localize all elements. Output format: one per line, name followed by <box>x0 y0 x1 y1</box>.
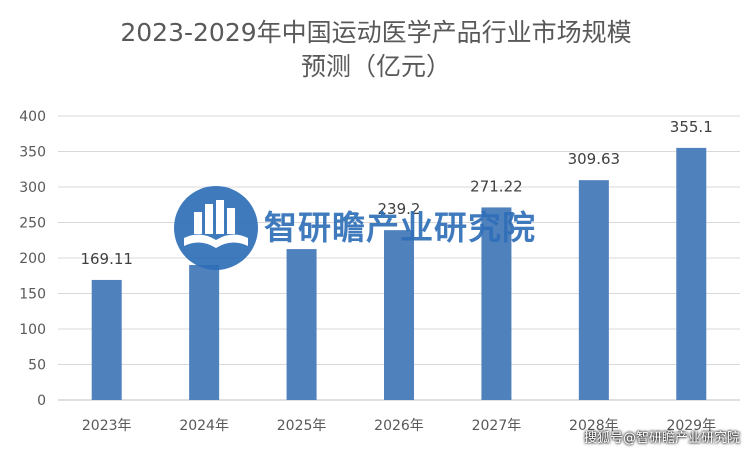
x-tick-label: 2023年 <box>82 418 132 434</box>
data-label: 271.22 <box>470 177 523 195</box>
bar <box>676 147 707 400</box>
x-tick-labels: 2023年 2024年 2025年 2026年 2027年 2028年 2029年 <box>82 418 716 434</box>
y-tick-label: 200 <box>19 251 46 267</box>
y-tick-label: 350 <box>19 145 46 161</box>
y-tick-label: 50 <box>28 358 46 374</box>
bar <box>384 230 414 400</box>
y-tick-label: 100 <box>19 322 46 338</box>
chart-title-unit: 预测（亿元） <box>300 52 451 81</box>
bar <box>91 279 122 400</box>
y-tick-labels: 0 50 100 150 200 250 300 350 400 <box>19 109 46 409</box>
y-tick-label: 300 <box>19 180 46 196</box>
x-tick-label: 2026年 <box>374 418 424 434</box>
data-label: 355.1 <box>670 118 713 136</box>
data-label: 169.11 <box>80 250 133 268</box>
data-label: 239.2 <box>378 200 421 218</box>
bar <box>189 264 220 400</box>
watermark-text: 智研瞻产业研究院 <box>264 208 536 247</box>
bar <box>578 180 609 400</box>
x-tick-label: 2025年 <box>277 418 327 434</box>
y-tick-label: 250 <box>19 216 46 232</box>
x-tick-label: 2029年 <box>666 418 716 434</box>
x-tick-label: 2024年 <box>179 418 229 434</box>
chart-title: 2023-2029年中国运动医学产品行业市场规模 <box>120 18 632 47</box>
data-labels: 169.11 239.2 271.22 309.63 355.1 <box>80 118 712 268</box>
x-tick-label: 2027年 <box>472 418 522 434</box>
bar <box>481 207 512 400</box>
building-book-logo-icon <box>174 186 258 270</box>
data-label: 309.63 <box>568 150 621 168</box>
bar <box>286 249 317 400</box>
x-tick-label: 2028年 <box>569 418 619 434</box>
bars <box>91 147 707 400</box>
y-tick-label: 150 <box>19 287 46 303</box>
y-tick-label: 0 <box>37 393 46 409</box>
y-tick-label: 400 <box>19 109 46 125</box>
source-footer: 搜狐号@智研瞻产业研究院 <box>583 431 740 446</box>
